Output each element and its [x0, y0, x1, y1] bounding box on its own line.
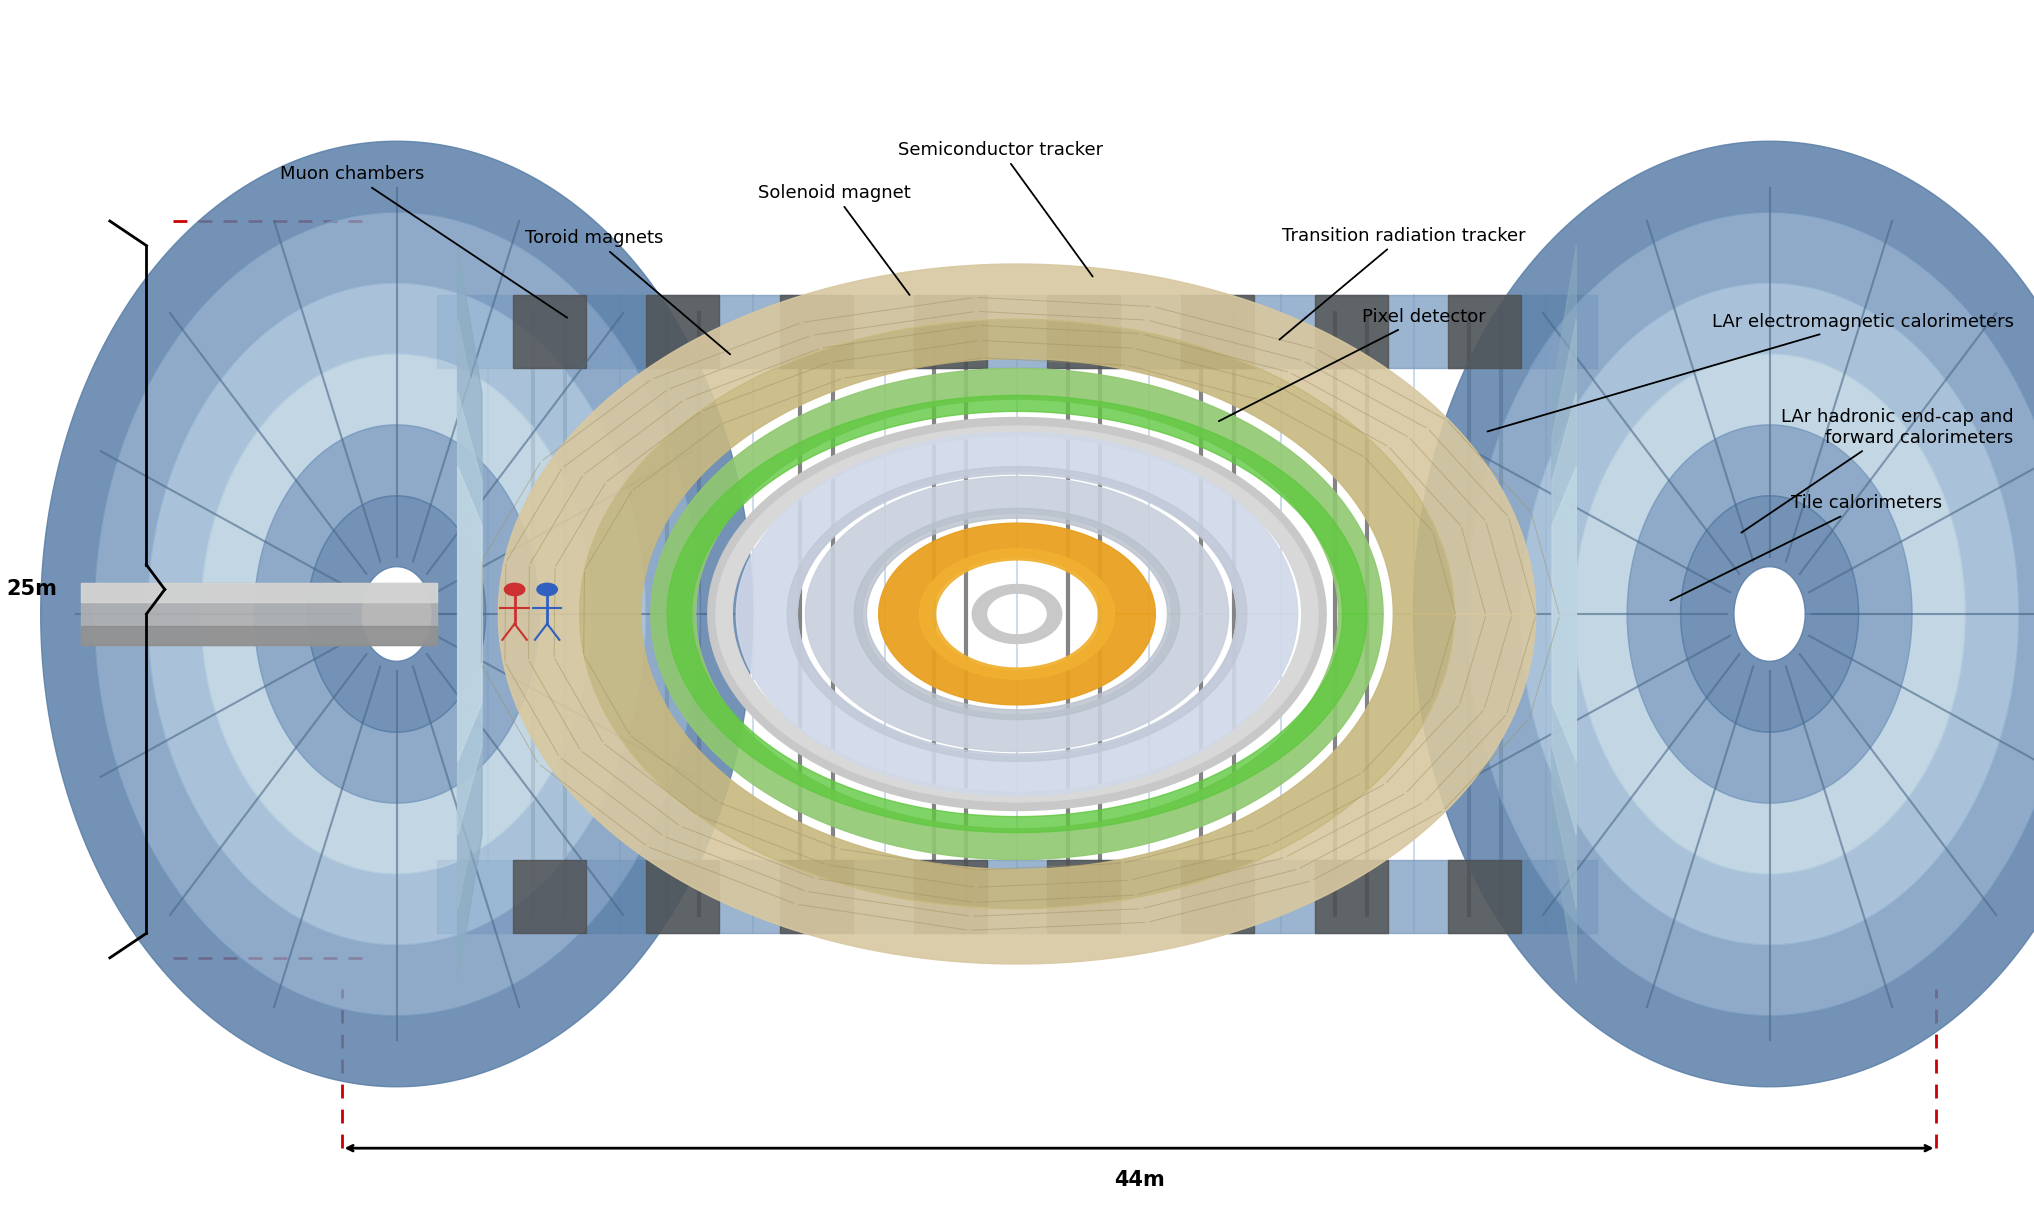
Bar: [1048, 295, 1121, 368]
Bar: [913, 295, 986, 368]
Bar: [1182, 860, 1255, 933]
Polygon shape: [1574, 354, 1965, 874]
Text: LAr electromagnetic calorimeters: LAr electromagnetic calorimeters: [1487, 313, 2014, 431]
Polygon shape: [498, 264, 1536, 964]
Polygon shape: [667, 395, 1367, 833]
Text: Solenoid magnet: Solenoid magnet: [757, 184, 911, 295]
Text: Muon chambers: Muon chambers: [281, 166, 567, 318]
Polygon shape: [1414, 141, 2034, 1087]
Text: Transition radiation tracker: Transition radiation tracker: [1279, 227, 1526, 340]
Text: LAr hadronic end-cap and
forward calorimeters: LAr hadronic end-cap and forward calorim…: [1741, 408, 2014, 533]
Polygon shape: [81, 583, 437, 645]
Polygon shape: [307, 496, 486, 732]
Bar: [513, 295, 586, 368]
Polygon shape: [1552, 319, 1576, 909]
Bar: [1182, 295, 1255, 368]
Text: 25m: 25m: [6, 580, 57, 599]
Polygon shape: [1467, 212, 2034, 1016]
Polygon shape: [1552, 467, 1576, 761]
Polygon shape: [254, 425, 539, 803]
Polygon shape: [716, 426, 1318, 802]
Bar: [1448, 295, 1521, 368]
Bar: [913, 860, 986, 933]
Polygon shape: [458, 319, 482, 909]
Polygon shape: [972, 585, 1062, 643]
Text: Toroid magnets: Toroid magnets: [525, 230, 730, 355]
Polygon shape: [736, 432, 1298, 796]
Polygon shape: [1552, 393, 1576, 835]
Polygon shape: [1627, 425, 1912, 803]
Bar: [1314, 860, 1387, 933]
Bar: [1048, 860, 1121, 933]
Polygon shape: [651, 368, 1383, 860]
Circle shape: [504, 583, 525, 596]
Bar: [779, 295, 852, 368]
Text: Pixel detector: Pixel detector: [1218, 308, 1485, 421]
Polygon shape: [81, 583, 437, 602]
Polygon shape: [458, 467, 482, 761]
Text: Semiconductor tracker: Semiconductor tracker: [899, 141, 1102, 276]
Text: 44m: 44m: [1115, 1170, 1163, 1190]
Bar: [1448, 860, 1521, 933]
Polygon shape: [1521, 284, 2018, 944]
Bar: [437, 295, 1597, 368]
Polygon shape: [458, 393, 482, 835]
Polygon shape: [805, 476, 1229, 752]
Polygon shape: [787, 467, 1247, 761]
Bar: [647, 295, 720, 368]
Text: Tile calorimeters: Tile calorimeters: [1670, 495, 1942, 600]
Polygon shape: [148, 284, 647, 944]
Polygon shape: [81, 626, 437, 645]
Circle shape: [537, 583, 557, 596]
Polygon shape: [580, 319, 1454, 909]
Bar: [647, 860, 720, 933]
Polygon shape: [201, 354, 592, 874]
Polygon shape: [708, 418, 1326, 810]
Bar: [437, 860, 1597, 933]
Bar: [513, 860, 586, 933]
Polygon shape: [1552, 246, 1576, 982]
Polygon shape: [458, 246, 482, 982]
Polygon shape: [94, 212, 700, 1016]
Bar: [779, 860, 852, 933]
Polygon shape: [879, 523, 1155, 705]
Polygon shape: [41, 141, 753, 1087]
Bar: [1314, 295, 1387, 368]
Polygon shape: [919, 549, 1115, 679]
Polygon shape: [854, 508, 1180, 720]
Polygon shape: [1680, 496, 1859, 732]
